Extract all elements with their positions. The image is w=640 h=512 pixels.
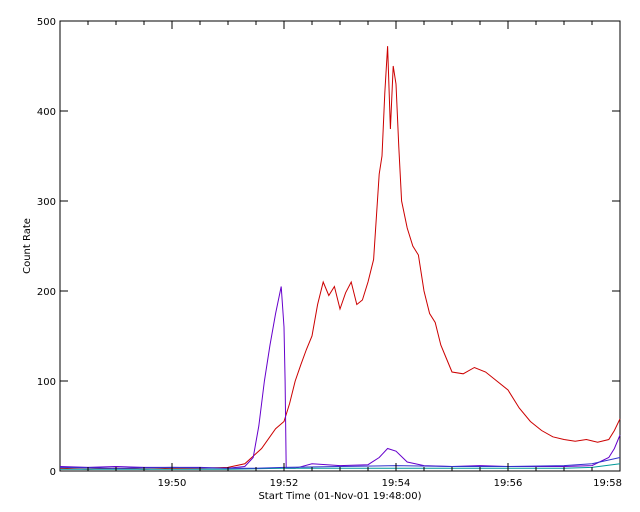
y-tick-label: 0 [50, 467, 56, 478]
y-tick-label: 100 [37, 377, 56, 388]
x-tick-label: 19:52 [270, 478, 299, 489]
plot-frame [59, 20, 621, 472]
y-tick-label: 400 [37, 107, 56, 118]
x-tick-label: 19:54 [382, 478, 411, 489]
x-axis-title: Start Time (01-Nov-01 19:48:00) [258, 491, 421, 502]
y-tick-label: 300 [37, 197, 56, 208]
series-line-1 [59, 46, 621, 470]
x-tick-label: 19:56 [494, 478, 523, 489]
y-tick-label: 500 [37, 17, 56, 28]
tick-layer: 0 100 200 300 400 500 19:50 19:52 19:54 19:56 19:5… [37, 17, 622, 489]
y-tick-label: 200 [37, 287, 56, 298]
series-layer [59, 46, 621, 470]
y-axis-title: Count Rate [22, 218, 33, 274]
series-line-2 [59, 286, 621, 469]
x-tick-label: 19:50 [158, 478, 187, 489]
x-tick-label: 19:58 [593, 478, 622, 489]
